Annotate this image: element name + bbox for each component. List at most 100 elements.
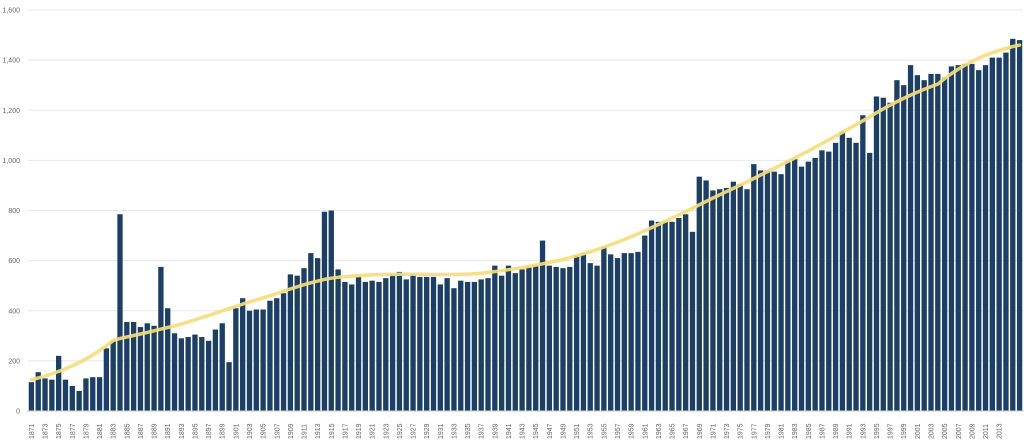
x-tick-label: 1871	[29, 423, 36, 439]
bar-1966	[676, 218, 682, 411]
bar-1975	[737, 184, 743, 411]
x-tick-label: 1965	[670, 423, 677, 439]
bar-1926	[403, 279, 409, 411]
x-tick-label: 1921	[370, 423, 377, 439]
bar-1958	[621, 253, 627, 411]
x-tick-label: 1879	[83, 423, 90, 439]
bar-1887	[137, 327, 144, 411]
bar-1917	[342, 281, 348, 411]
y-tick-label: 600	[8, 258, 20, 265]
bar-1930	[430, 276, 437, 411]
bar-1982	[785, 161, 791, 411]
bar-1947	[546, 265, 553, 411]
bar-2006	[948, 66, 955, 411]
x-tick-label: 1881	[97, 423, 104, 439]
y-tick-label: 200	[8, 358, 20, 365]
bar-1913	[314, 258, 321, 411]
bar-1986	[812, 157, 818, 411]
bar-1998	[894, 80, 900, 412]
x-tick-label: 1913	[315, 423, 322, 439]
bar-1996	[880, 97, 886, 411]
bar-2001	[914, 75, 921, 411]
x-tick-label: 1961	[642, 423, 649, 439]
y-tick-label: 0	[16, 409, 20, 416]
x-tick-label: 1951	[574, 423, 581, 439]
bar-1933	[451, 288, 457, 411]
x-tick-label: 1941	[506, 423, 513, 439]
bar-1989	[832, 142, 839, 412]
bar-1952	[580, 253, 587, 411]
bar-1920	[362, 281, 369, 411]
bar-1937	[478, 279, 484, 411]
bar-1906	[267, 300, 273, 411]
x-tick-label: 1977	[751, 423, 758, 439]
bar-1879	[83, 378, 89, 411]
bar-1949	[560, 268, 566, 411]
bar-1876	[62, 379, 69, 411]
bar-1878	[76, 390, 82, 411]
x-tick-label: 1895	[193, 423, 200, 439]
bar-1973	[723, 187, 730, 411]
bar-1987	[819, 150, 825, 411]
bar-2012	[989, 57, 995, 412]
bar-1900	[226, 362, 232, 411]
gridlines	[28, 9, 1023, 362]
bar-1939	[492, 265, 498, 411]
x-tick-label: 2003	[929, 423, 936, 439]
bar-1994	[867, 152, 873, 411]
x-tick-label: 1969	[697, 423, 704, 439]
bar-1938	[485, 278, 491, 411]
bar-1991	[846, 137, 852, 411]
bar-1984	[798, 166, 805, 411]
x-tick-label: 1995	[874, 423, 881, 439]
x-tick-label: 1987	[820, 423, 827, 439]
bar-1934	[458, 280, 464, 411]
bar-1955	[601, 246, 607, 411]
bar-1964	[662, 221, 668, 411]
bar-1890	[158, 266, 164, 411]
trend-line-path	[29, 43, 1022, 382]
bar-1923	[383, 278, 389, 411]
bar-1970	[703, 180, 709, 411]
bar-1892	[171, 333, 178, 411]
x-tick-label: 1877	[70, 423, 77, 439]
bar-2008	[962, 63, 968, 412]
bar-1924	[389, 274, 396, 411]
x-tick-label: 1875	[56, 423, 63, 439]
bar-1943	[519, 269, 525, 411]
x-tick-label: 1923	[383, 423, 390, 439]
x-tick-label: 1889	[152, 423, 159, 439]
bar-1990	[839, 131, 846, 411]
bar-1888	[144, 323, 150, 411]
x-tick-label: 1907	[274, 423, 281, 439]
bar-1877	[69, 385, 75, 411]
x-tick-label: 1943	[520, 423, 527, 439]
bar-1960	[635, 251, 641, 411]
x-tick-label: 1955	[601, 423, 608, 439]
x-tick-label: 1915	[329, 423, 336, 439]
bar-1944	[526, 266, 532, 411]
bar-2010	[976, 70, 982, 412]
bar-1962	[648, 220, 655, 411]
trend-line	[29, 43, 1022, 382]
bar-1912	[308, 253, 314, 411]
x-tick-label: 1979	[765, 423, 772, 439]
bar-1898	[212, 329, 219, 411]
y-tick-label: 800	[8, 208, 20, 215]
bar-2003	[928, 73, 934, 412]
bar-1957	[614, 258, 621, 411]
bar-1968	[689, 231, 696, 411]
bar-1896	[199, 337, 205, 411]
bar-1980	[771, 171, 777, 411]
x-tick-label: 1927	[411, 423, 418, 439]
bar-1951	[573, 255, 580, 411]
bar-1928	[417, 276, 423, 411]
x-tick-label: 1897	[206, 423, 213, 439]
x-tick-label: 1873	[43, 423, 50, 439]
x-tick-label: 1903	[247, 423, 254, 439]
bar-1883	[110, 340, 116, 411]
x-tick-label: 1975	[738, 423, 745, 439]
y-tick-label: 1,400	[2, 58, 20, 65]
x-axis-ticks: 1871 1873 1875 1877 1879 1881 1883 1885 1887 1889…	[29, 423, 1004, 439]
bar-1993	[860, 115, 866, 411]
